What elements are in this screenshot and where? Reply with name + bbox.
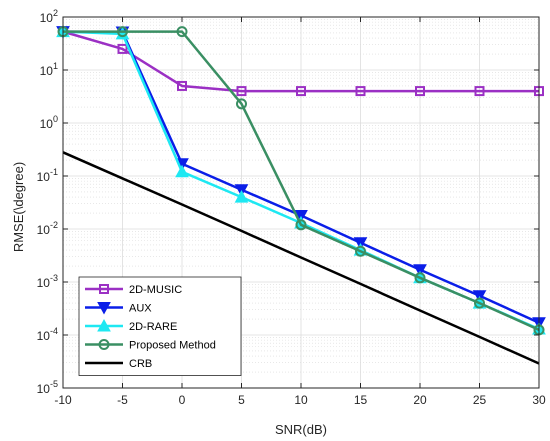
- legend-entry-crb: CRB: [85, 358, 152, 370]
- x-axis-title: SNR(dB): [275, 422, 327, 437]
- x-tick-label: 5: [238, 393, 245, 407]
- data-point-proposed-method: [236, 98, 247, 110]
- data-point-2d-music: [236, 86, 247, 97]
- x-tick-label: -10: [54, 393, 72, 407]
- series-line-2d-music: [62, 30, 539, 93]
- legend-entry-2d-music: 2D-MUSIC: [85, 284, 182, 296]
- y-tick-label: 10-4: [37, 326, 58, 343]
- y-tick-label: 100: [40, 114, 58, 131]
- data-point-2d-music: [355, 86, 366, 97]
- data-point-2d-music: [415, 86, 425, 97]
- data-point-proposed-method: [414, 272, 426, 284]
- data-point-proposed-method: [295, 219, 307, 231]
- series-proposed-method: [57, 26, 545, 336]
- data-point-proposed-method: [355, 245, 366, 257]
- legend-label-aux: AUX: [129, 303, 152, 315]
- axes: [62, 16, 540, 389]
- series-layer: [56, 24, 546, 365]
- legend-label-2d-rare: 2D-RARE: [129, 321, 177, 333]
- series-crb: [62, 151, 540, 365]
- x-tick-label: 20: [413, 393, 427, 407]
- legend-entry-proposed-method: Proposed Method: [85, 339, 216, 352]
- y-tick-label: 10-5: [37, 379, 58, 396]
- legend-label-crb: CRB: [129, 358, 152, 370]
- legend-label-2d-music: 2D-MUSIC: [129, 284, 182, 296]
- legend-marker-2d-music: [99, 284, 109, 294]
- y-tick-label: 101: [40, 61, 58, 78]
- legend-marker-2d-rare: [97, 318, 111, 332]
- x-tick-label: 0: [179, 393, 186, 407]
- tick-labels: -10 -5 0 5 10 15 20 25 30 10-5 10-4 10-3 10-2 10-1 100…: [37, 8, 546, 407]
- legend: 2D-MUSIC AUX 2D-RARE Proposed Method CRB: [78, 276, 242, 376]
- legend-marker-proposed-method: [98, 339, 110, 350]
- data-point-2d-music: [474, 86, 485, 97]
- y-tick-label: 10-1: [37, 167, 58, 184]
- data-point-2d-music: [177, 80, 187, 91]
- legend-marker-aux: [97, 302, 111, 315]
- x-tick-label: 15: [354, 393, 368, 407]
- data-point-2d-music: [117, 43, 128, 54]
- data-point-2d-rare: [175, 164, 189, 178]
- y-tick-label: 102: [40, 8, 58, 25]
- data-point-2d-music: [296, 86, 306, 97]
- data-point-proposed-method: [474, 297, 485, 309]
- x-tick-label: 25: [473, 393, 487, 407]
- x-tick-label: 30: [532, 393, 546, 407]
- data-point-2d-rare: [234, 190, 249, 203]
- y-tick-label: 10-3: [37, 273, 58, 290]
- legend-entry-2d-rare: 2D-RARE: [85, 318, 177, 333]
- data-point-proposed-method: [117, 26, 128, 38]
- legend-entry-aux: AUX: [85, 302, 152, 315]
- y-tick-label: 10-2: [37, 220, 58, 237]
- x-tick-label: 10: [294, 393, 308, 407]
- series-line-crb: [62, 151, 540, 365]
- y-axis-title: RMSE(\degree): [11, 162, 26, 252]
- x-tick-label: -5: [117, 393, 128, 407]
- data-point-aux: [413, 264, 427, 277]
- legend-label-proposed-method: Proposed Method: [129, 340, 216, 352]
- data-point-proposed-method: [176, 26, 188, 38]
- series-line-proposed-method: [63, 30, 540, 332]
